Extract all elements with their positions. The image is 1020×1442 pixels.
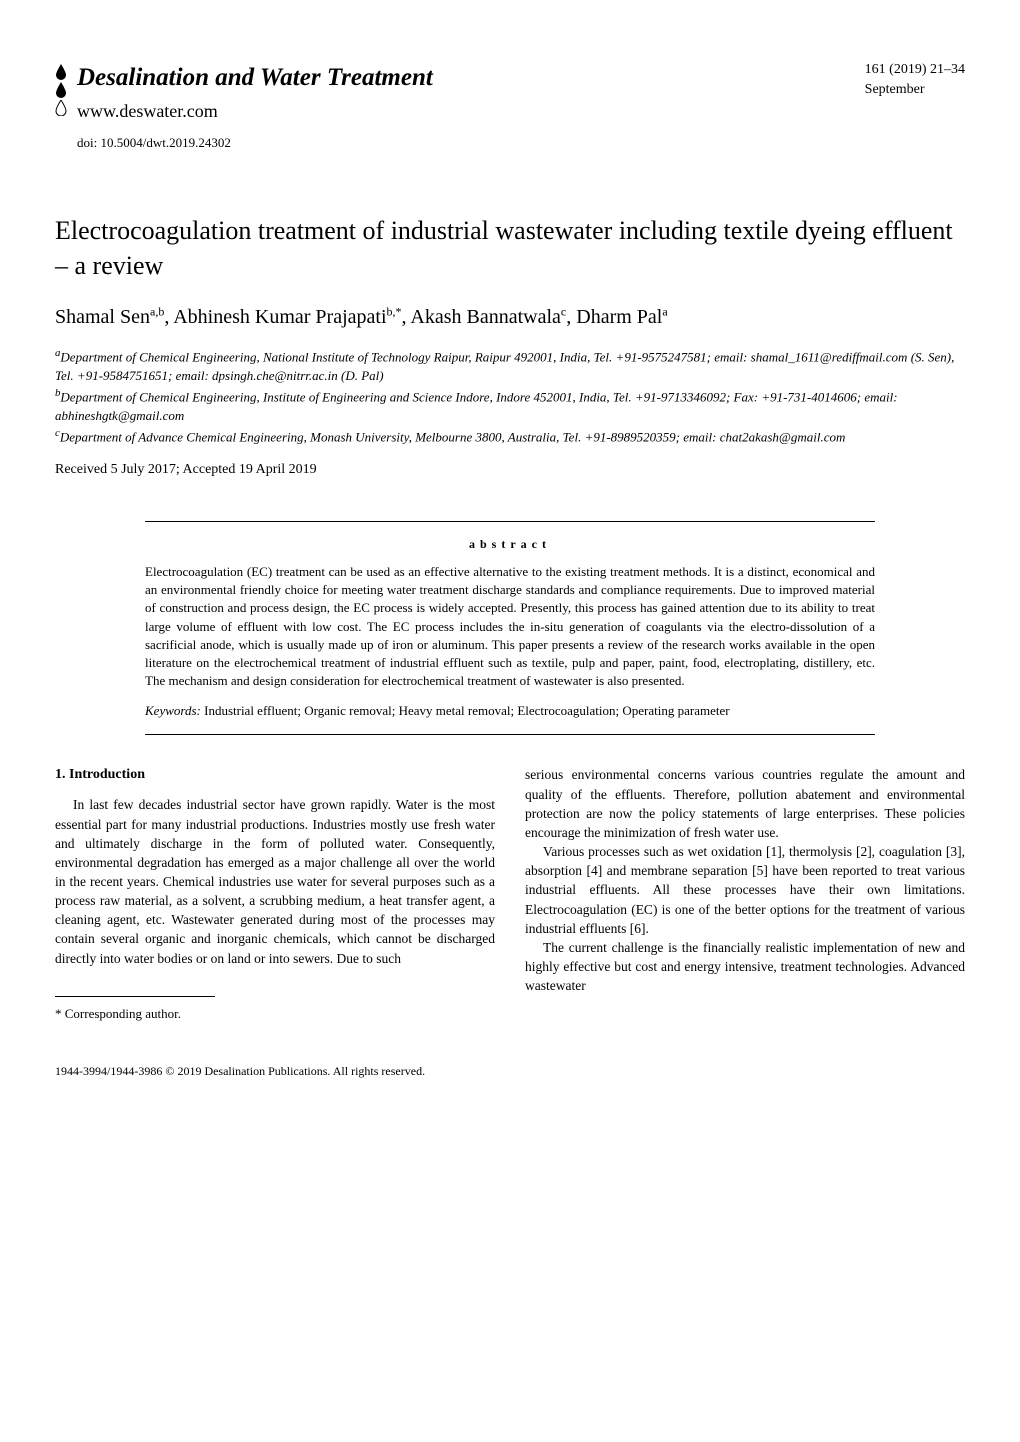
header-left: Desalination and Water Treatment www.des… <box>55 60 433 153</box>
authors: Shamal Sena,b, Abhinesh Kumar Prajapatib… <box>55 303 965 332</box>
copyright: 1944-3994/1944-3986 © 2019 Desalination … <box>55 1063 965 1080</box>
journal-info: Desalination and Water Treatment www.des… <box>77 60 433 153</box>
footnote: * Corresponding author. <box>55 1005 495 1023</box>
abstract-rule-top <box>145 521 875 522</box>
left-column: 1. Introduction In last few decades indu… <box>55 765 495 1023</box>
keywords-text: Industrial effluent; Organic removal; He… <box>201 703 730 718</box>
abstract-block: abstract Electrocoagulation (EC) treatme… <box>145 521 875 736</box>
journal-title: Desalination and Water Treatment <box>77 60 433 96</box>
doi: doi: 10.5004/dwt.2019.24302 <box>77 134 433 153</box>
affiliation-b: bDepartment of Chemical Engineering, Ins… <box>55 386 965 425</box>
header-row: Desalination and Water Treatment www.des… <box>55 60 965 153</box>
issue-number: 161 (2019) 21–34 <box>865 60 965 80</box>
right-p3: The current challenge is the financially… <box>525 938 965 995</box>
journal-url: www.deswater.com <box>77 98 433 124</box>
section-heading: 1. Introduction <box>55 765 495 785</box>
affiliation-c: cDepartment of Advance Chemical Engineer… <box>55 426 965 447</box>
affiliations: aDepartment of Chemical Engineering, Nat… <box>55 346 965 446</box>
received-dates: Received 5 July 2017; Accepted 19 April … <box>55 460 965 480</box>
affiliation-a: aDepartment of Chemical Engineering, Nat… <box>55 346 965 385</box>
issue-month: September <box>865 80 965 100</box>
abstract-rule-bottom <box>145 734 875 735</box>
main-columns: 1. Introduction In last few decades indu… <box>55 765 965 1023</box>
abstract-heading: abstract <box>145 536 875 553</box>
right-column: serious environmental concerns various c… <box>525 765 965 1023</box>
keywords: Keywords: Industrial effluent; Organic r… <box>145 702 875 720</box>
right-p2: Various processes such as wet oxidation … <box>525 842 965 938</box>
right-p1: serious environmental concerns various c… <box>525 765 965 842</box>
keywords-label: Keywords: <box>145 703 201 718</box>
issue-info: 161 (2019) 21–34 September <box>865 60 965 99</box>
footnote-rule <box>55 996 215 997</box>
left-p1: In last few decades industrial sector ha… <box>55 795 495 967</box>
article-title: Electrocoagulation treatment of industri… <box>55 213 965 283</box>
water-drop-icon <box>55 64 67 116</box>
abstract-text: Electrocoagulation (EC) treatment can be… <box>145 563 875 690</box>
